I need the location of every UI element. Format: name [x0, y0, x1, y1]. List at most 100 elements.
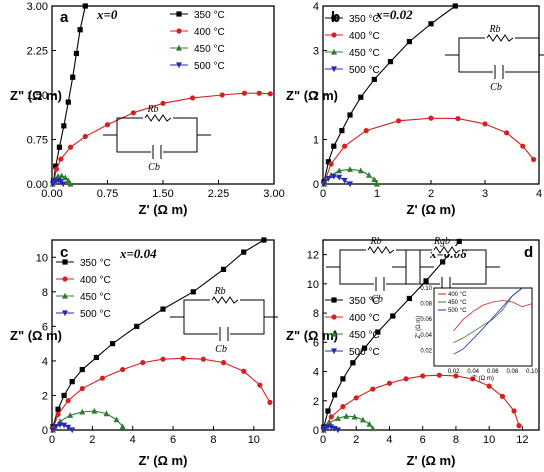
data-point: [423, 278, 429, 284]
x-axis-label: Z' (Ω m): [407, 453, 456, 468]
series-line: [52, 357, 271, 429]
y-tick-label: 3: [313, 46, 319, 58]
data-point: [469, 376, 476, 382]
data-point: [55, 411, 61, 418]
data-point: [190, 95, 196, 101]
data-point: [353, 395, 359, 401]
legend-label: 500 °C: [194, 61, 225, 72]
y-tick-label: 2: [313, 396, 319, 408]
circuit-c-label: Cb: [490, 82, 502, 93]
data-point: [325, 159, 331, 165]
inset-x-label: Z' (Ω m): [472, 376, 494, 382]
inset-y-tick: 0.08: [420, 302, 432, 308]
x-tick-label: 2: [353, 434, 359, 446]
data-point: [499, 393, 506, 399]
panel-a: 0.00 0.75 1.50 2.25 3.00 0.00 0.75 1.50 2.25 3.00…: [10, 1, 285, 217]
legend-label: 350 °C: [80, 258, 111, 269]
data-point: [520, 143, 526, 149]
data-point: [343, 412, 350, 419]
data-point: [428, 21, 434, 27]
y-tick-label: 1: [313, 135, 319, 147]
data-point: [241, 249, 247, 255]
series-3: [49, 422, 76, 434]
legend-label: 450 °C: [80, 292, 111, 303]
series-0: [321, 3, 458, 185]
y-tick-label: 0.00: [27, 179, 48, 191]
y-tick-label: 8: [313, 308, 319, 320]
data-point: [325, 408, 331, 414]
legend-marker: [331, 32, 337, 38]
data-point: [82, 133, 88, 140]
panel-c: 0 2 4 6 8 10 0 2 4 6 8 10 Z' (Ω m) Z" (Ω m) c x=0.04 350…: [10, 237, 278, 468]
legend-marker: [331, 15, 337, 21]
data-point: [504, 130, 510, 136]
circuit-resistor: [486, 34, 514, 42]
panel-c-frame: [51, 239, 275, 431]
legend-label: 400 °C: [349, 313, 380, 324]
data-point: [119, 423, 126, 430]
data-point: [104, 122, 111, 128]
data-point: [332, 392, 338, 398]
data-point: [53, 423, 60, 430]
data-point: [334, 415, 341, 421]
circuit-c-label: Cb: [215, 344, 227, 355]
data-point: [257, 382, 263, 388]
data-point: [406, 39, 412, 45]
inset-y-tick: 0.10: [420, 286, 432, 292]
x-tick-label: 2: [89, 434, 95, 446]
y-tick-label: 0: [313, 425, 319, 437]
circuit-1-circuit-frame: [339, 249, 421, 285]
data-point: [330, 173, 337, 180]
data-point: [387, 59, 394, 65]
data-point: [140, 360, 146, 366]
x-tick-label: 8: [453, 434, 459, 446]
data-point: [351, 413, 358, 420]
data-point: [357, 167, 364, 174]
series-1: [321, 115, 537, 186]
data-point: [339, 128, 345, 134]
circuit-resistor: [211, 296, 239, 304]
data-point: [220, 360, 227, 366]
data-point: [403, 376, 409, 382]
y-tick-label: 10: [36, 252, 48, 264]
circuit-1-resistor: [367, 246, 395, 254]
y-tick-label: 0.75: [27, 135, 48, 147]
data-point: [340, 404, 346, 410]
x-tick-label: 4: [536, 188, 542, 200]
x-axis-label: Z' (Ω m): [407, 202, 456, 217]
data-point: [336, 167, 343, 174]
data-point: [220, 266, 227, 272]
y-tick-label: 8: [42, 287, 48, 299]
inset-x-tick: 0.02: [448, 369, 460, 375]
data-point: [160, 356, 166, 362]
series-1: [50, 90, 273, 186]
circuit-2-cap-gap: [440, 280, 452, 288]
data-point: [370, 386, 376, 392]
legend-label: 350 °C: [194, 10, 225, 21]
data-point: [511, 408, 517, 414]
data-point: [267, 399, 273, 405]
data-point: [58, 172, 65, 179]
data-point: [49, 427, 56, 434]
y-tick-label: 2: [313, 90, 319, 102]
data-point: [67, 144, 74, 150]
legend-label: 350 °C: [349, 296, 380, 307]
data-point: [328, 414, 334, 420]
legend-marker: [331, 297, 337, 303]
legend: 350 °C 400 °C 450 °C 500 °C: [56, 258, 111, 320]
legend-marker: [331, 66, 337, 73]
series-line: [323, 241, 460, 428]
data-point: [428, 115, 434, 121]
circuit-resistor-gap: [143, 114, 173, 122]
data-point: [336, 174, 343, 181]
legend: 350 °C 400 °C 450 °C 500 °C: [325, 296, 380, 358]
circuit-cap-gap: [218, 330, 230, 338]
legend-label: 350 °C: [349, 14, 380, 25]
series-line: [323, 5, 456, 182]
y-tick-label: 4: [42, 356, 48, 368]
data-point: [358, 94, 364, 100]
legend-marker: [331, 348, 337, 355]
data-point: [200, 356, 206, 362]
x-tick-label: 1: [374, 188, 380, 200]
